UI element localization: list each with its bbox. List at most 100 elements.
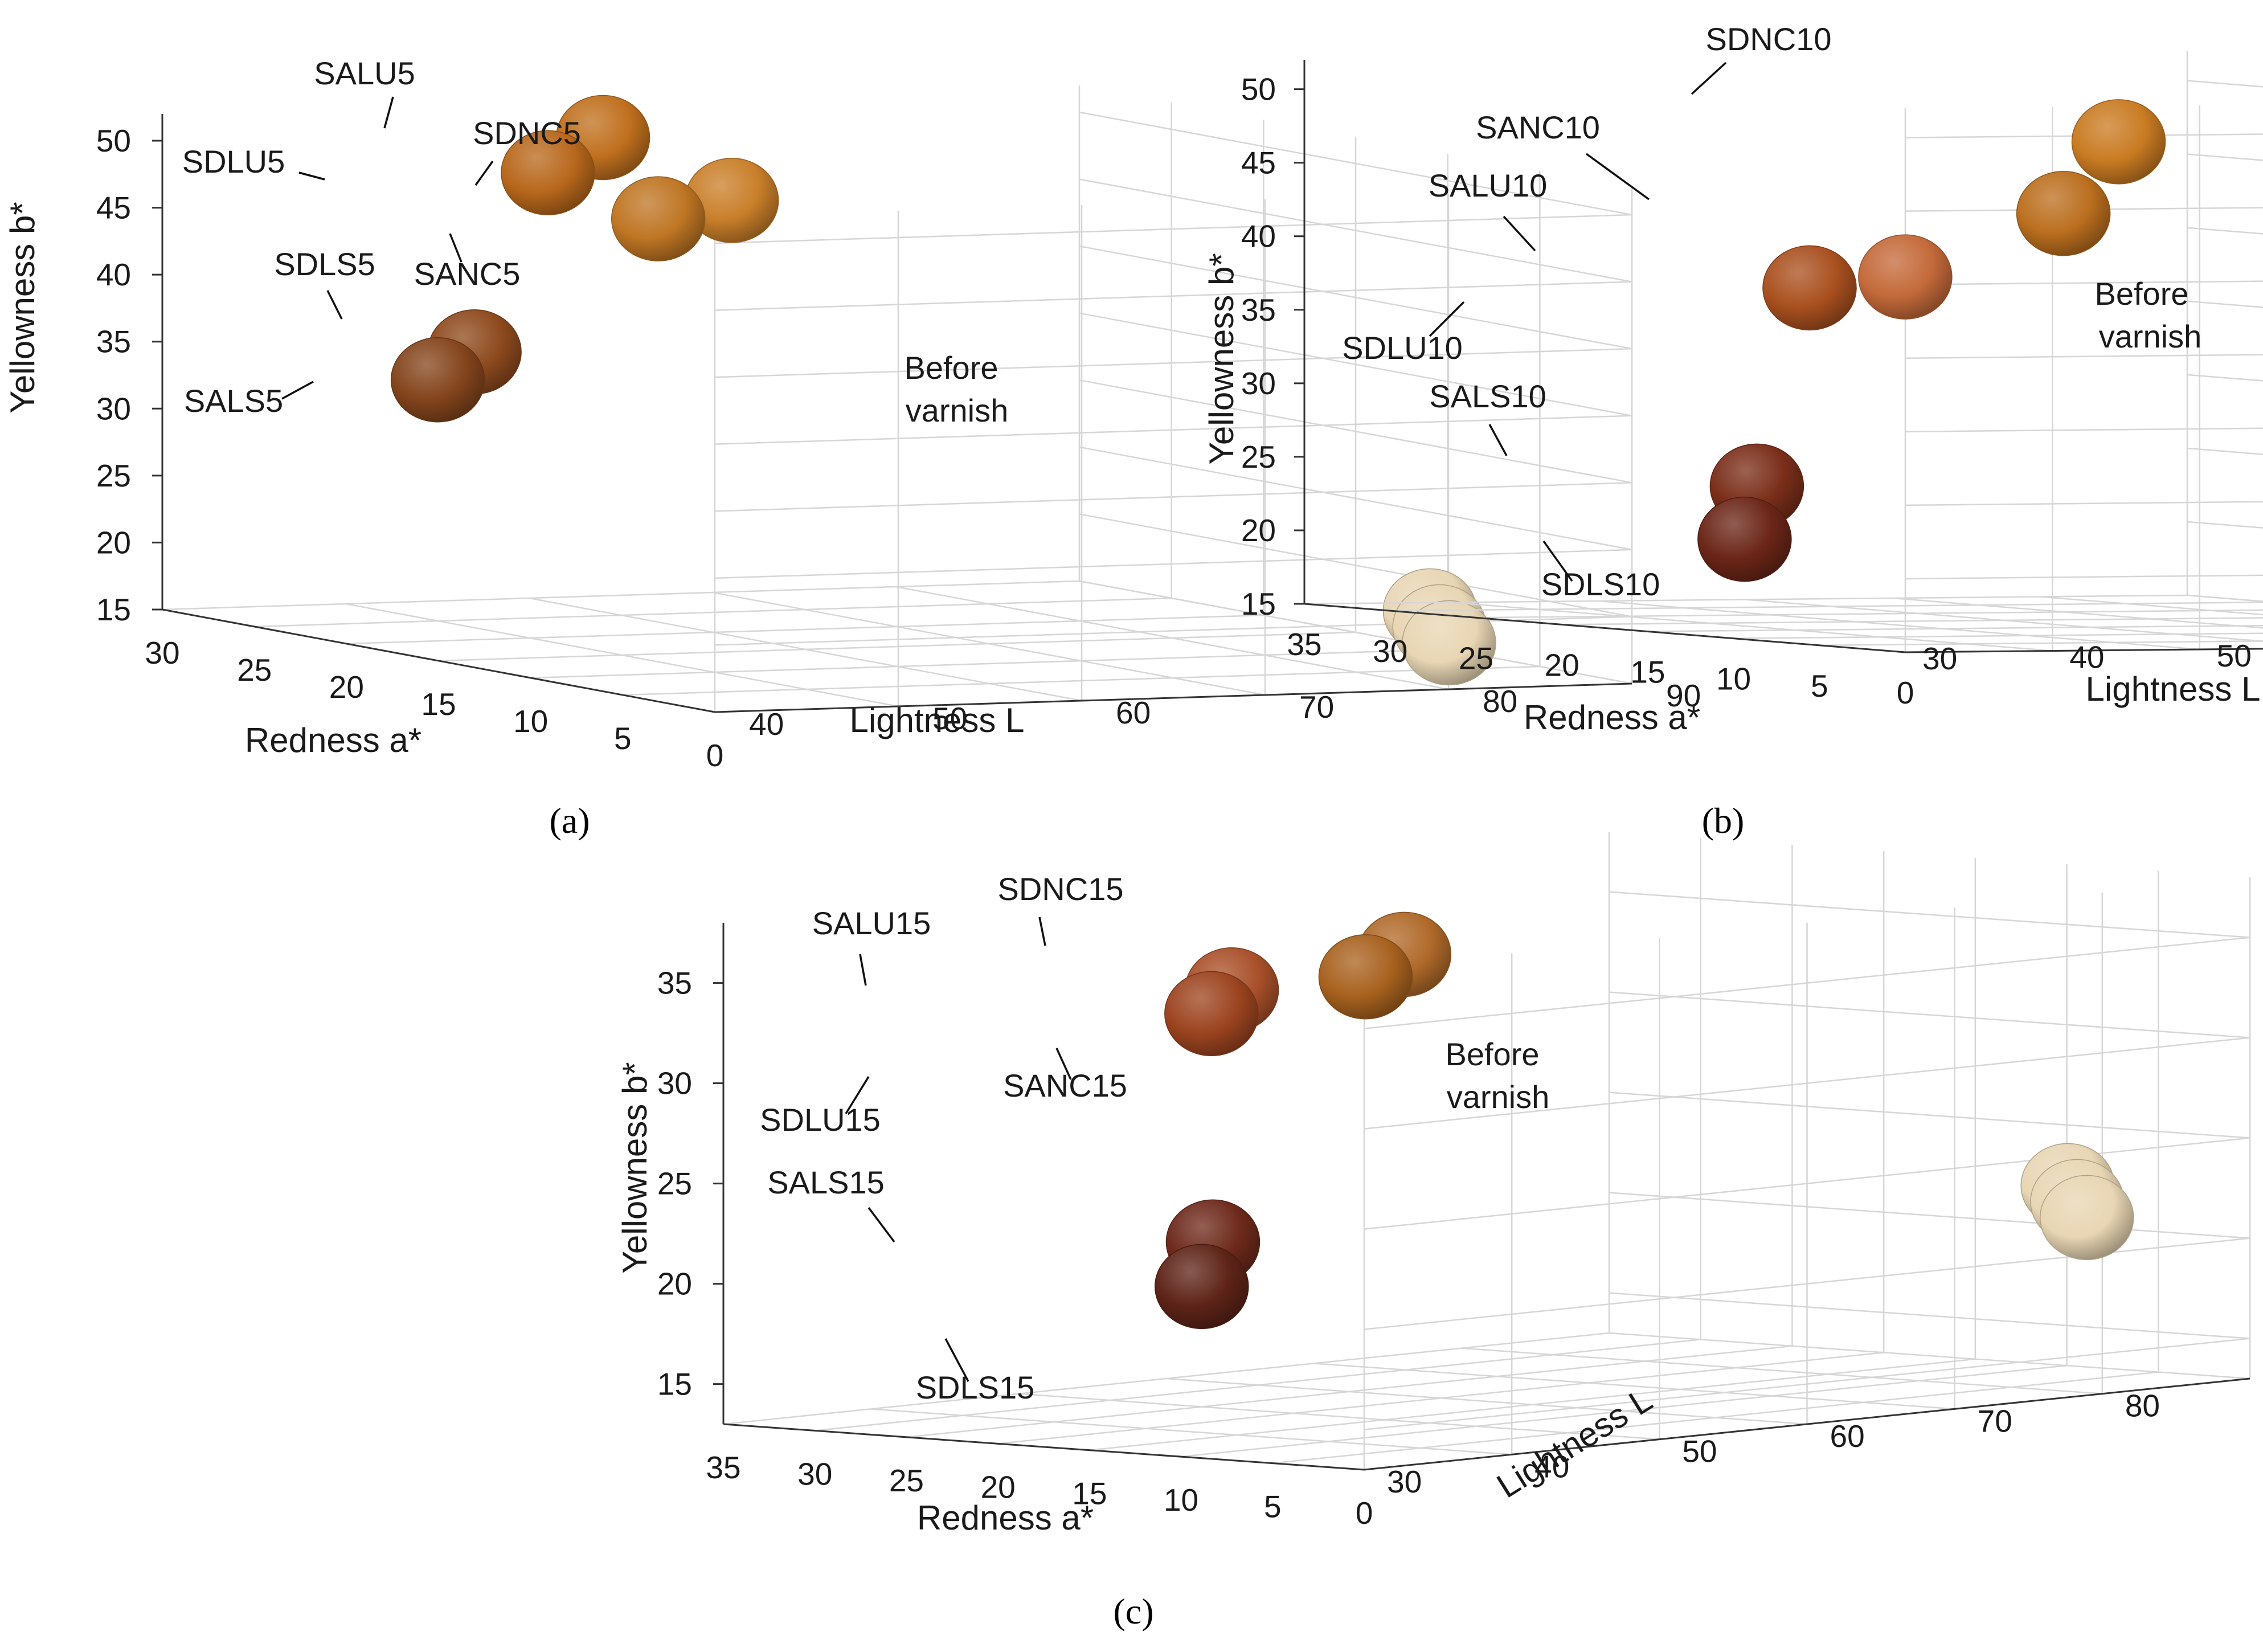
chart-c: 35302520153530252015105030405060708090Ye… [616,832,2251,1631]
label-leader [1542,540,1573,582]
data-point [390,337,485,423]
grid-line [1018,1393,1660,1440]
x-axis-line [723,1423,1365,1471]
point-labels: SALU5 SDLU5 SDNC5 SANC5 SDLS5 SALS5 Before varn… [182,55,1009,428]
x-tick-label: 10 [1716,661,1751,697]
x-tick-label: 0 [1897,675,1914,710]
grid-line [1745,599,2263,642]
z-tick-label: 40 [749,706,784,742]
grid-line [345,603,899,708]
y-tick-label: 45 [1241,145,1276,181]
point-label: SALU15 [812,905,931,941]
point-label: SDNC10 [1706,21,1832,57]
grid-line [2187,153,2263,161]
data-points [1697,99,2166,582]
point-label: SDLU10 [1342,330,1463,366]
y-tick-label: 30 [657,1066,692,1101]
grid-line [1364,1137,2250,1230]
x-axis-label: Redness a* [917,1499,1094,1537]
point-label: varnish [1447,1079,1550,1115]
z-tick-label: 70 [1299,689,1334,725]
x-tick-label: 25 [889,1463,924,1498]
x-tick-label: 15 [1072,1476,1107,1511]
grid-line [1598,600,2200,651]
z-tick-label: 80 [2125,1388,2160,1424]
point-label: Before [2095,276,2189,312]
z-tick-label: 70 [1978,1403,2012,1438]
data-point [501,130,595,216]
label-leader [474,160,494,186]
data-point [1697,496,1792,582]
x-tick-label: 0 [706,738,724,773]
data-point [1402,600,1496,686]
x-tick-label: 30 [1373,633,1407,669]
grid-line [1905,427,2263,433]
grid-line [714,347,1632,378]
grid-line [1893,597,2263,629]
grid-line [438,631,1356,662]
x-tick-label: 20 [329,669,364,705]
grid-line [1905,354,2263,359]
grid-line [2187,227,2263,235]
point-label: SANC15 [1003,1068,1127,1103]
y-tick-label: 40 [1241,219,1276,254]
data-points [390,95,1496,686]
point-label: SDLU15 [760,1102,881,1138]
chart-b: 5045403530252015353025201510503040506070… [1202,21,2263,841]
z-tick-label: 50 [932,701,967,736]
grid-line [1905,501,2263,506]
y-tick-label: 25 [1241,439,1276,475]
point-labels: SDNC10 SANC10 SALU10 SDLU10 SALS10 SDLS10 Befo… [1342,21,2201,602]
label-leader [944,1338,969,1382]
grid-line [1609,1332,2250,1380]
axes [161,114,1632,713]
grid-line [162,580,1080,611]
grid-line [714,482,1632,512]
x-tick-label: 30 [145,635,179,670]
grid-line [530,648,1448,679]
y-tick-label: 15 [657,1367,692,1402]
grid-line [254,597,1172,628]
grid-line [1905,574,2263,580]
z-tick-label: 40 [2069,640,2104,675]
x-tick-label: 10 [1164,1482,1198,1518]
data-point [1858,234,1953,320]
x-axis-line [162,608,715,713]
y-tick-label: 25 [657,1166,692,1201]
point-label: SDNC15 [998,871,1124,907]
label-leader [845,1076,870,1114]
x-tick-label: 20 [981,1469,1016,1504]
y-axis-label: Yellowness b* [616,1062,654,1273]
x-tick-label: 25 [237,652,272,688]
z-axis-line [714,682,1632,713]
point-label: SDLS5 [274,246,375,282]
x-tick-label: 20 [1545,647,1579,682]
label-leader [281,381,314,400]
point-label: varnish [906,392,1009,428]
z-tick-label: 40 [1534,1449,1569,1484]
point-label: SALS5 [184,383,283,419]
point-label: SDLU5 [182,144,285,179]
x-tick-label: 10 [513,704,548,739]
data-point [1318,934,1413,1020]
y-tick-label: 20 [657,1266,692,1302]
z-tick-label: 80 [1483,684,1517,719]
y-axis-label: Yellowness b* [1202,253,1241,464]
point-label: varnish [2099,318,2202,354]
y-tick-label: 35 [1241,292,1276,328]
x-axis-label: Redness a* [1524,698,1700,737]
point-label: SDNC5 [473,115,581,151]
grid-line [1079,446,1632,551]
grid-line [714,214,1632,244]
grid-line [1079,580,1632,685]
grid-line [1364,1037,2250,1130]
label-leader [449,233,463,263]
z-tick-label: 30 [1922,641,1957,676]
y-tick-label: 50 [1241,72,1276,107]
grid-line [714,281,1632,311]
z-tick-label: 30 [1387,1464,1422,1499]
grid-line [1079,178,1632,283]
grid-line [2187,521,2263,529]
grid-line [1609,1091,2250,1139]
